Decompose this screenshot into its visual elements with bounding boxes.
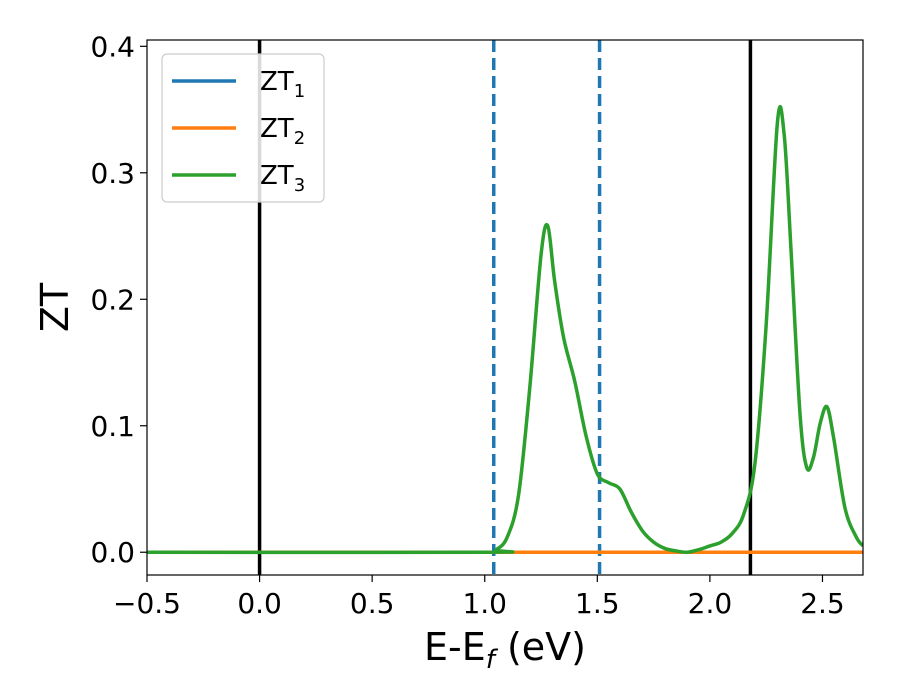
y-tick-label: 0.4 [90, 30, 135, 63]
legend-box [161, 53, 325, 203]
x-tick-label: 0.0 [237, 587, 282, 620]
x-tick-label: 2.5 [800, 587, 845, 620]
x-axis-label: E-Ef (eV) [424, 625, 586, 675]
y-tick-label: 0.0 [90, 536, 135, 569]
series-lines [147, 105, 863, 555]
x-tick-label: 0.5 [350, 587, 395, 620]
legend-label: ZT1 [260, 67, 305, 102]
axes-frame [146, 39, 864, 576]
y-axis-label: ZT [33, 282, 77, 332]
series-line-zt3 [147, 105, 863, 555]
x-tick-label: 1.5 [575, 587, 620, 620]
x-tick-label: 1.0 [462, 587, 507, 620]
x-axis-ticks: −0.5 0.0 0.5 1.0 1.5 2.0 2.5 [113, 575, 845, 620]
y-axis-ticks: 0.0 0.1 0.2 0.3 0.4 [90, 30, 147, 569]
legend-label: ZT3 [260, 161, 305, 196]
y-tick-label: 0.2 [90, 283, 135, 316]
y-tick-label: 0.3 [90, 157, 135, 190]
y-tick-label: 0.1 [90, 410, 135, 443]
legend: ZT1 ZT2 ZT3 [161, 53, 325, 203]
legend-label: ZT2 [260, 114, 305, 149]
x-axis-label-main: E-E [424, 625, 486, 669]
x-axis-label-unit: (eV) [495, 625, 586, 669]
x-tick-label: −0.5 [113, 587, 181, 620]
x-tick-label: 2.0 [688, 587, 733, 620]
vertical-reference-lines [257, 40, 753, 575]
